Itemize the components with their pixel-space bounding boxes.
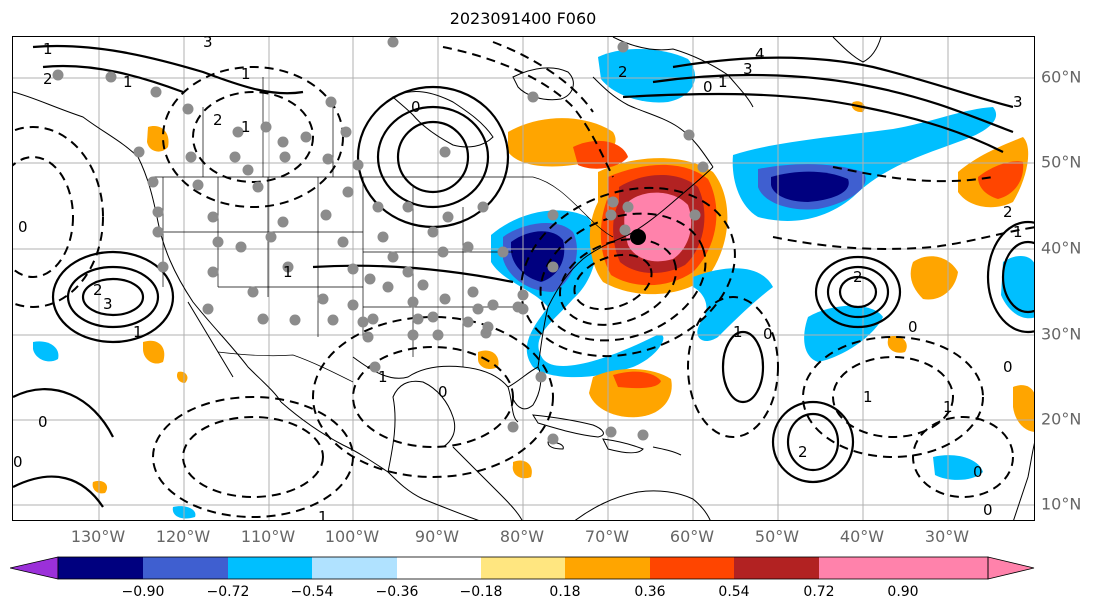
lon-label-130w: 130°W — [70, 527, 126, 546]
colorbar-segment — [903, 557, 988, 579]
contour-label: 1 — [318, 508, 328, 521]
lat-label-60n: 60°N — [1041, 67, 1082, 87]
colorbar-tick: −0.36 — [375, 584, 419, 600]
contour-label: 2 — [853, 268, 863, 286]
colorbar-tick: 0.36 — [634, 584, 666, 600]
colorbar-tick: −0.18 — [459, 584, 503, 600]
lat-label-30n: 30°N — [1041, 324, 1082, 344]
contour-label: 0 — [438, 383, 448, 401]
contour-label: 0 — [763, 325, 773, 343]
contour-label: 1 — [133, 323, 143, 341]
north-atlantic-negative-band — [732, 107, 997, 221]
contour-label-layer: 3 4 3 2 1 0 1 1 2 1 1 2 0 0 1 2 3 2 1 0 … — [13, 37, 1023, 521]
colorbar-tick: 0.90 — [887, 584, 919, 600]
contour-label: 1 — [43, 40, 53, 58]
lon-label-70w: 70°W — [584, 527, 630, 546]
contour-label: 0 — [703, 78, 713, 96]
lon-label-60w: 60°W — [669, 527, 715, 546]
contour-label: 3 — [743, 60, 753, 78]
colorbar-segment — [58, 557, 143, 579]
contour-label: 1 — [1013, 223, 1023, 241]
contour-label: 0 — [18, 218, 28, 236]
contour-label: 1 — [943, 398, 953, 416]
colorbar-segment — [819, 557, 903, 579]
colorbar-tick: 0.18 — [549, 584, 581, 600]
colorbar-segment — [228, 557, 312, 579]
coastline-layer — [13, 37, 1034, 520]
storm-center-dot — [630, 229, 646, 245]
colorbar-segment — [481, 557, 565, 579]
contour-label: 1 — [241, 118, 251, 136]
lon-label-50w: 50°W — [754, 527, 800, 546]
contour-label: 2 — [213, 111, 223, 129]
lat-label-10n: 10°N — [1041, 494, 1082, 514]
lat-label-40n: 40°N — [1041, 238, 1082, 258]
colorbar-outline — [57, 556, 989, 580]
colorbar-tick: 0.72 — [803, 584, 835, 600]
contour-label: 2 — [1003, 203, 1013, 221]
contour-label: 0 — [411, 98, 421, 116]
colorbar-arrow-left — [10, 556, 59, 580]
map-canvas: 3 4 3 2 1 0 1 1 2 1 1 2 0 0 1 2 3 2 1 0 … — [13, 37, 1034, 521]
contour-label: 0 — [973, 463, 983, 481]
negative-contours — [13, 41, 1034, 518]
lon-label-110w: 110°W — [240, 527, 296, 546]
colorbar-segment — [397, 557, 481, 579]
contour-label: 0 — [983, 501, 993, 519]
shaded-field-layer — [33, 48, 1034, 519]
contour-label: 2 — [43, 70, 53, 88]
lat-label-50n: 50°N — [1041, 152, 1082, 172]
contour-label: 1 — [283, 263, 293, 281]
contour-label: 0 — [908, 318, 918, 336]
colorbar-segment — [650, 557, 734, 579]
contour-label: 3 — [203, 37, 213, 51]
lon-label-40w: 40°W — [839, 527, 885, 546]
lon-label-120w: 120°W — [155, 527, 211, 546]
contour-label: 3 — [103, 295, 113, 313]
contour-label: 1 — [863, 388, 873, 406]
contour-label: 2 — [798, 443, 808, 461]
map-title: 2023091400 F060 — [449, 9, 597, 28]
observation-station-layer — [52, 37, 709, 445]
colorbar-arrow-right — [987, 556, 1035, 580]
contour-label: 3 — [1013, 93, 1023, 111]
contour-label: 4 — [755, 45, 765, 63]
contour-label: 1 — [241, 65, 251, 83]
lon-label-90w: 90°W — [414, 527, 460, 546]
contour-label: 0 — [1003, 358, 1013, 376]
contour-label: 1 — [733, 323, 743, 341]
lon-label-100w: 100°W — [324, 527, 380, 546]
contour-label: 1 — [123, 73, 133, 91]
colorbar-tick: −0.72 — [206, 584, 250, 600]
colorbar — [10, 556, 1035, 580]
lon-label-80w: 80°W — [499, 527, 545, 546]
contour-label: 2 — [618, 63, 628, 81]
contour-label: 0 — [38, 413, 48, 431]
contour-label: 0 — [13, 453, 23, 471]
lon-label-30w: 30°W — [924, 527, 970, 546]
colorbar-segment — [143, 557, 228, 579]
map-panel: 3 4 3 2 1 0 1 1 2 1 1 2 0 0 1 2 3 2 1 0 … — [12, 36, 1035, 521]
lat-label-20n: 20°N — [1041, 409, 1082, 429]
colorbar-tick: −0.90 — [121, 584, 165, 600]
colorbar-tick: 0.54 — [718, 584, 750, 600]
colorbar-segment — [734, 557, 819, 579]
colorbar-segment — [312, 557, 397, 579]
contour-label: 2 — [93, 281, 103, 299]
colorbar-segment — [565, 557, 650, 579]
contour-label: 1 — [718, 73, 728, 91]
contour-label: 1 — [378, 368, 388, 386]
colorbar-tick: −0.54 — [290, 584, 334, 600]
